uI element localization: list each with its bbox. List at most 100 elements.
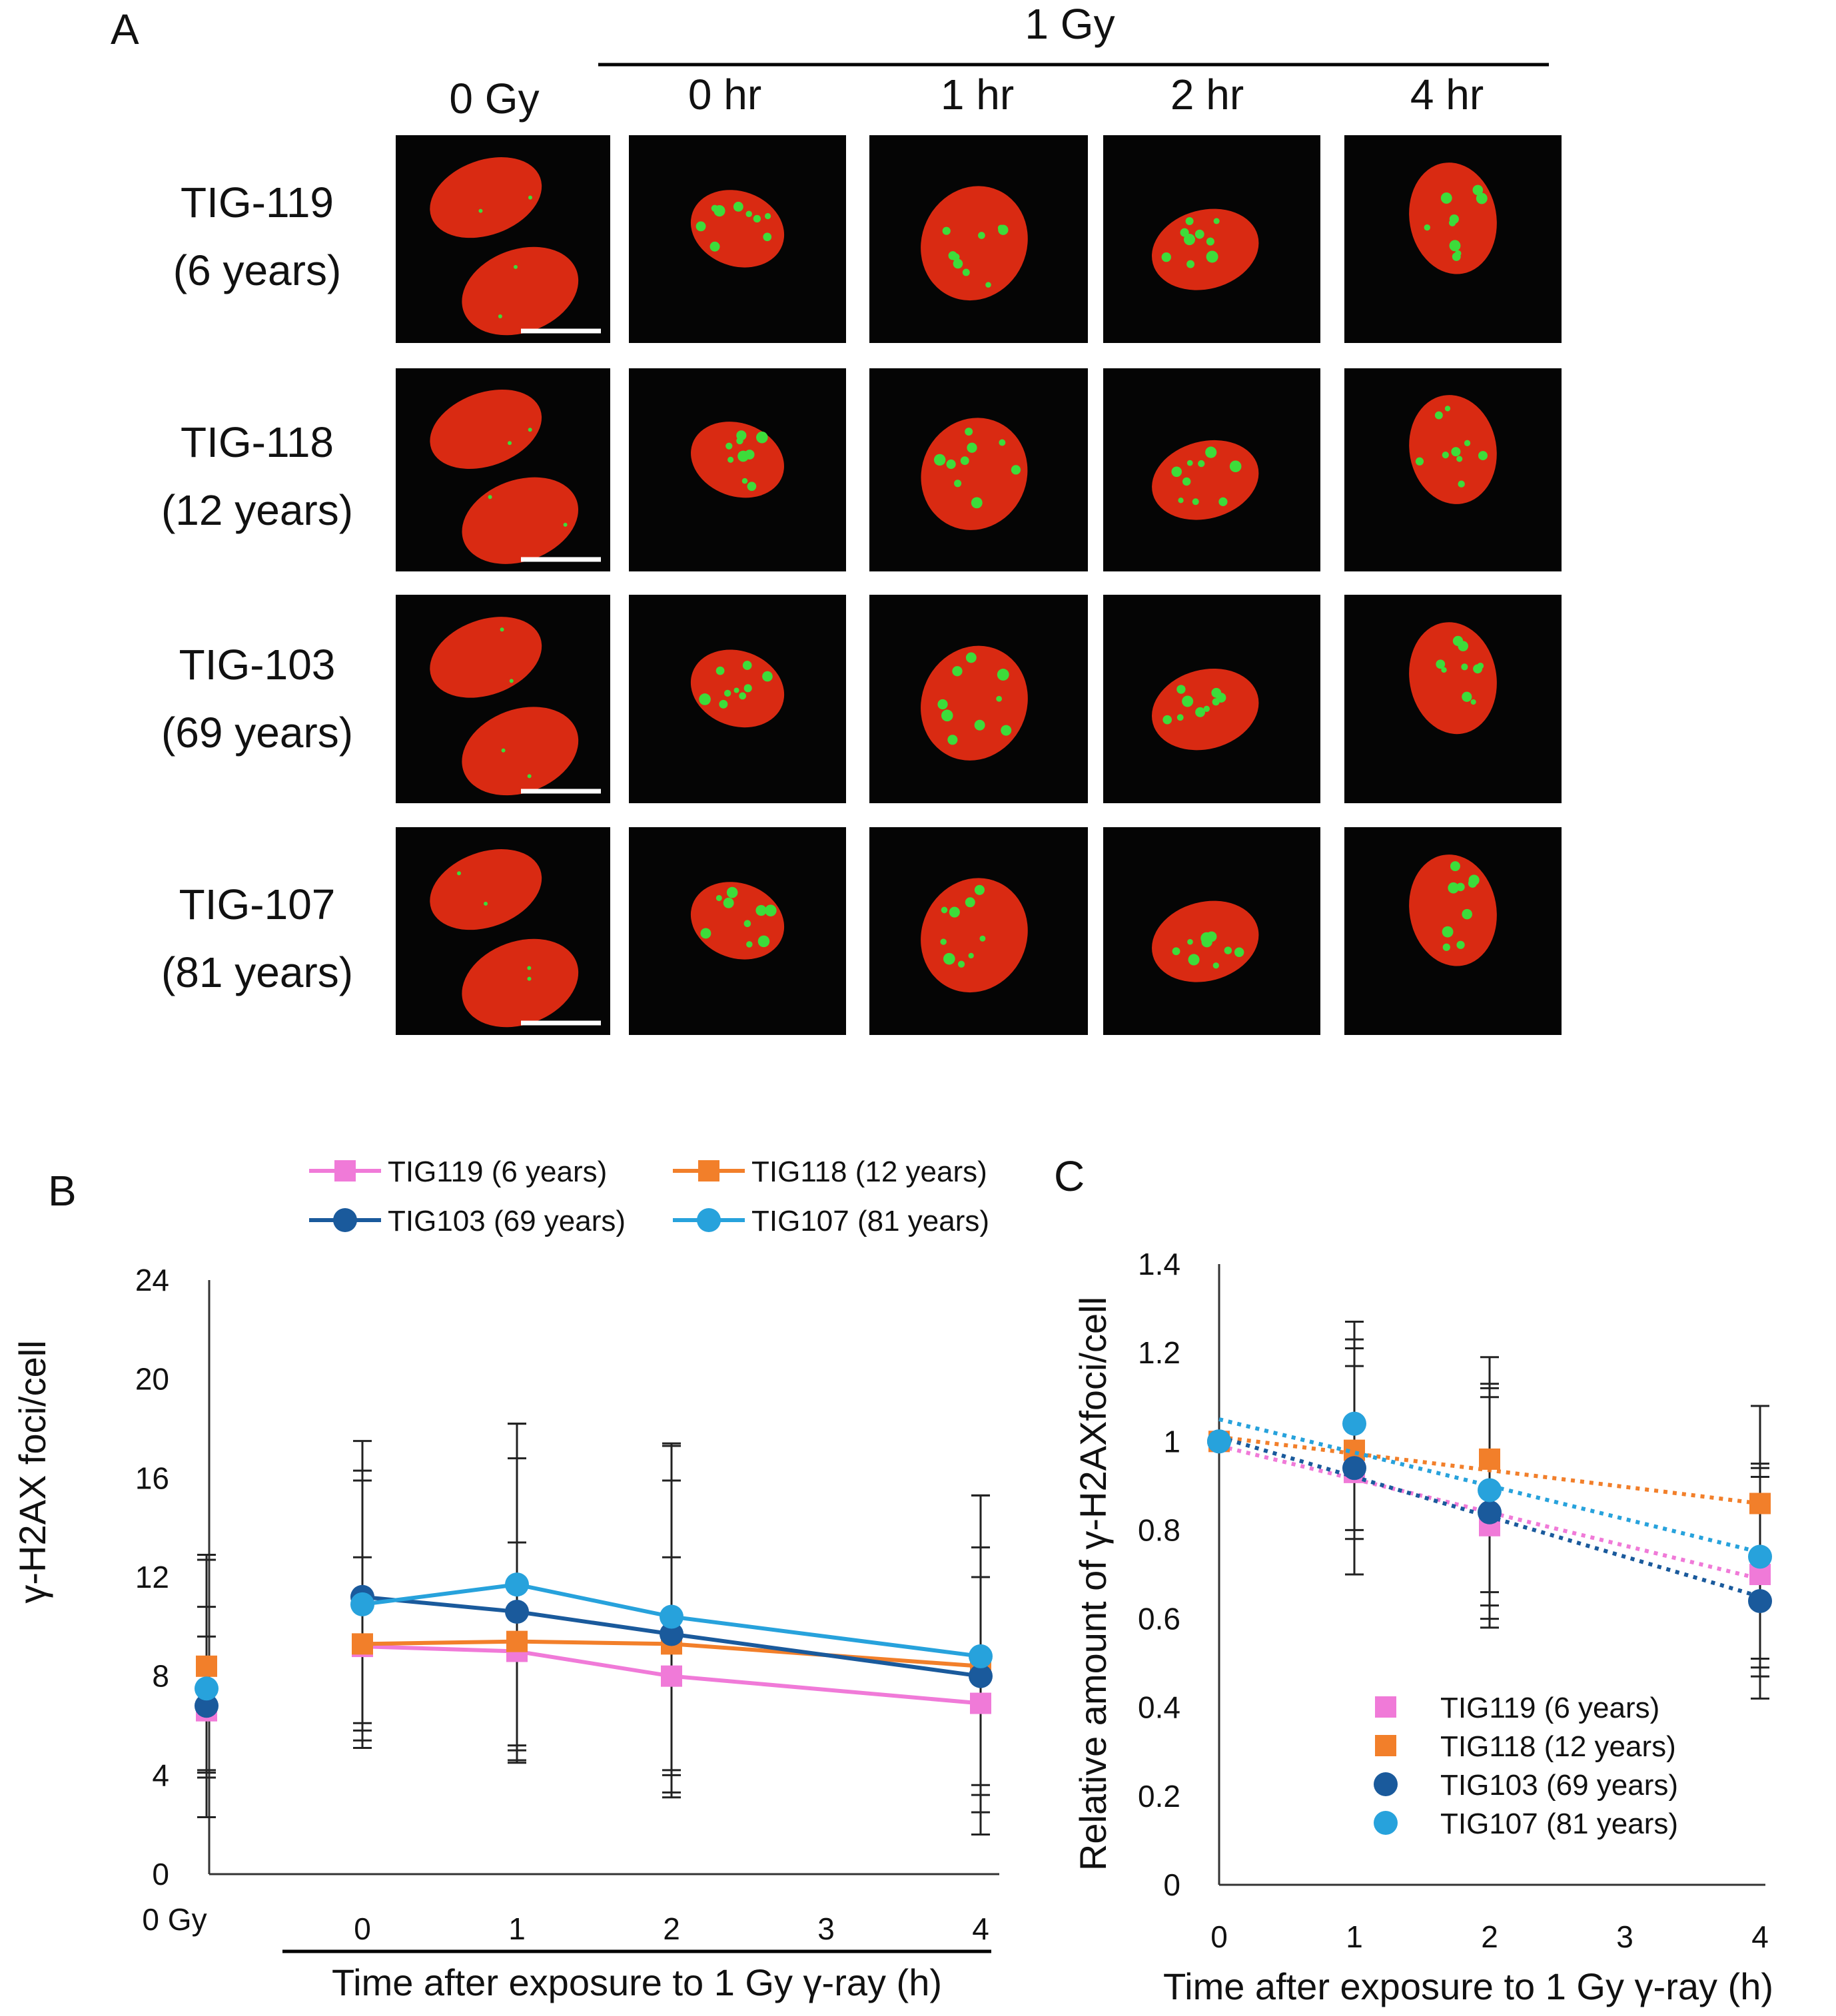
focus-spot (726, 886, 738, 898)
focus-spot (1462, 691, 1472, 702)
micrograph-panel (869, 827, 1088, 1035)
focus-spot (743, 684, 752, 693)
focus-spot (1478, 451, 1488, 461)
focus-spot (488, 495, 492, 500)
focus-spot (967, 442, 977, 453)
x-tick-label: 0 (354, 1911, 371, 1946)
focus-spot (985, 282, 991, 288)
micrograph-panel (629, 135, 846, 343)
focus-spot (765, 904, 777, 916)
focus-spot (715, 894, 722, 901)
panel-a-label: A (111, 5, 139, 53)
focus-spot (1458, 480, 1465, 488)
focus-spot (500, 627, 504, 632)
focus-spot (1461, 663, 1468, 671)
focus-spot (719, 699, 728, 709)
focus-spot (1224, 946, 1232, 954)
micrograph-grid (396, 135, 1562, 1035)
focus-spot (1206, 250, 1218, 263)
data-point (1748, 1588, 1772, 1613)
nucleus (462, 477, 579, 564)
group-header-1gy: 1 Gy (1025, 0, 1115, 48)
focus-spot (725, 442, 733, 450)
focus-spot (1473, 664, 1483, 674)
focus-spot (737, 450, 749, 462)
focus-spot (1434, 411, 1443, 420)
focus-spot (1203, 705, 1210, 712)
focus-spot (974, 719, 985, 731)
focus-spot (743, 920, 751, 928)
data-point (661, 1665, 682, 1687)
focus-spot (946, 459, 956, 470)
focus-spot (1450, 861, 1460, 872)
trend-line (1218, 1435, 1761, 1506)
error-bar (971, 1494, 990, 1786)
focus-spot (1176, 714, 1184, 721)
legend-marker (1374, 1772, 1398, 1796)
y-tick-label: 0.4 (1138, 1690, 1180, 1725)
focus-spot (997, 224, 1005, 232)
series-line (362, 1594, 981, 1678)
y-tick-label: 0.2 (1138, 1779, 1180, 1814)
legend-item: TIG107 (81 years) (1374, 1808, 1678, 1840)
data-point (1478, 1478, 1502, 1503)
x-tick-label: 0 (1210, 1919, 1228, 1954)
nucleus (462, 246, 579, 336)
panel-b-xlabel: Time after exposure to 1 Gy γ-ray (h) (332, 1961, 942, 2003)
focus-spot (727, 456, 734, 463)
y-tick-label: 4 (152, 1758, 169, 1792)
focus-spot (941, 906, 948, 914)
y-tick-label: 24 (135, 1263, 169, 1297)
focus-spot (501, 748, 506, 753)
data-point (350, 1592, 374, 1616)
focus-spot (965, 428, 973, 436)
focus-spot (1441, 667, 1447, 673)
data-point (352, 1633, 373, 1655)
row-label-name: TIG-103 (179, 641, 336, 689)
legend-item: TIG103 (69 years) (1374, 1769, 1678, 1802)
focus-spot (457, 871, 462, 876)
micrograph-panel (1103, 135, 1320, 343)
focus-spot (974, 884, 985, 895)
focus-spot (1205, 446, 1217, 458)
micrograph-panel (1103, 368, 1320, 571)
legend-marker (334, 1160, 356, 1181)
focus-spot (484, 901, 488, 906)
data-point (660, 1622, 684, 1646)
focus-spot (1212, 698, 1220, 706)
legend-label: TIG119 (6 years) (388, 1156, 607, 1188)
focus-spot (747, 482, 757, 492)
focus-spot (762, 671, 773, 682)
focus-spot (1200, 932, 1213, 944)
focus-spot (1440, 192, 1452, 204)
legend-label: TIG119 (6 years) (1440, 1692, 1659, 1724)
focus-spot (996, 695, 1003, 702)
focus-spot (713, 205, 725, 217)
focus-spot (1187, 938, 1193, 945)
focus-spot (1172, 947, 1180, 956)
nucleus (921, 418, 1028, 530)
focus-spot (1452, 252, 1461, 261)
micrograph-panel (396, 368, 610, 571)
focus-spot (1449, 214, 1459, 224)
row-label-name: TIG-107 (179, 880, 336, 928)
x-tick-label: 1 (508, 1911, 526, 1946)
legend-label: TIG103 (69 years) (1440, 1769, 1678, 1802)
focus-spot (757, 935, 770, 948)
data-point (505, 1600, 529, 1624)
nucleus (921, 186, 1028, 301)
focus-spot (498, 314, 502, 319)
focus-spot (941, 709, 953, 722)
y-tick-label: 0.6 (1138, 1602, 1180, 1636)
x-tick-label: 3 (1616, 1919, 1633, 1954)
focus-spot (1456, 940, 1465, 949)
legend-item: TIG107 (81 years) (673, 1205, 989, 1237)
micrograph-panel (1344, 368, 1562, 571)
x-tick-label: 4 (1751, 1919, 1769, 1954)
focus-spot (742, 661, 752, 670)
focus-spot (723, 897, 734, 908)
focus-spot (1472, 184, 1484, 196)
focus-spot (753, 214, 761, 223)
legend-item: TIG119 (6 years) (309, 1156, 607, 1188)
